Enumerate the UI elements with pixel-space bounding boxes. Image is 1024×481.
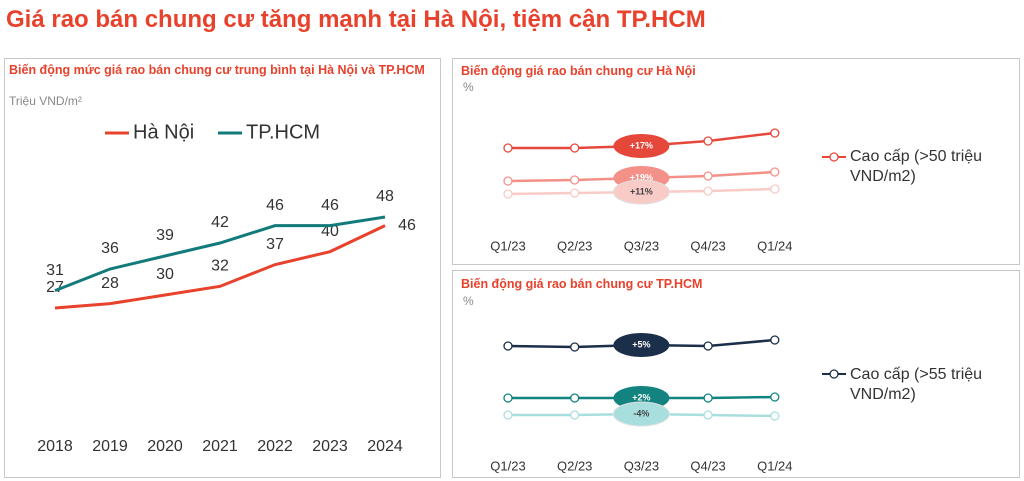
change-label: -4% (633, 408, 649, 418)
point (703, 393, 713, 403)
x-tick-label: 2023 (312, 438, 348, 455)
point (570, 143, 580, 153)
data-label: 32 (211, 258, 229, 275)
point (503, 143, 513, 153)
panel (452, 58, 1020, 265)
data-label: 31 (46, 262, 64, 279)
change-label: +5% (632, 339, 650, 349)
x-tick-label: Q3/23 (624, 238, 659, 253)
point (570, 175, 580, 185)
x-tick-label: 2018 (37, 438, 73, 455)
point (570, 393, 580, 403)
point (770, 335, 780, 345)
legend-label: Hà Nội (133, 121, 194, 143)
chart-title: Biến động mức giá rao bán chung cư trung… (9, 63, 425, 77)
x-tick-label: 2019 (92, 438, 128, 455)
change-label: +17% (630, 140, 653, 150)
x-tick-label: Q1/23 (490, 458, 525, 473)
legend-label: Cao cấp (>50 triệu VND/m2) (850, 148, 983, 185)
data-label: 46 (321, 197, 339, 214)
x-tick-label: Q4/23 (690, 458, 725, 473)
data-label: 42 (211, 214, 229, 231)
data-label: 39 (156, 227, 174, 244)
data-label: 36 (101, 240, 119, 257)
unit-label: % (463, 294, 474, 308)
change-label: +19% (630, 172, 653, 182)
change-badge (612, 401, 670, 427)
main-title: Giá rao bán chung cư tăng mạnh tại Hà Nộ… (6, 6, 706, 33)
data-label: 30 (156, 266, 174, 283)
x-tick-label: Q1/23 (490, 238, 525, 253)
point (770, 167, 780, 177)
legend-marker (829, 369, 839, 379)
point (703, 136, 713, 146)
point (703, 341, 713, 351)
x-tick-label: 2024 (367, 438, 403, 455)
point (503, 176, 513, 186)
panel (4, 58, 441, 478)
x-tick-label: Q1/24 (757, 238, 792, 253)
x-tick-label: 2020 (147, 438, 183, 455)
data-label: 37 (266, 236, 284, 253)
change-badge (612, 179, 670, 205)
legend-label: TP.HCM (246, 121, 320, 143)
point (503, 393, 513, 403)
x-tick-label: Q1/24 (757, 458, 792, 473)
point (570, 342, 580, 352)
data-label: 46 (266, 197, 284, 214)
x-tick-label: 2021 (202, 438, 238, 455)
point (770, 392, 780, 402)
change-badge (613, 333, 670, 357)
legend-marker (829, 152, 839, 162)
point (503, 189, 513, 199)
legend-label: Cao cấp (>55 triệu VND/m2) (850, 366, 983, 403)
panel (452, 270, 1020, 478)
change-label: +2% (632, 392, 650, 402)
point (703, 410, 713, 420)
data-label: 48 (376, 188, 394, 205)
series-line (54, 215, 386, 293)
point (770, 184, 780, 194)
x-tick-label: Q4/23 (690, 238, 725, 253)
data-label: 46 (398, 217, 416, 234)
unit-label: % (463, 80, 474, 94)
change-label: +11% (630, 186, 653, 196)
unit-label: Triệu VND/m² (9, 94, 82, 108)
point (570, 410, 580, 420)
point (703, 171, 713, 181)
x-tick-label: Q2/23 (557, 238, 592, 253)
x-tick-label: Q3/23 (624, 458, 659, 473)
point (503, 341, 513, 351)
series-line (54, 224, 386, 310)
data-label: 27 (46, 279, 64, 296)
point (503, 410, 513, 420)
point (570, 188, 580, 198)
x-tick-label: 2022 (257, 438, 293, 455)
point (703, 186, 713, 196)
point (770, 411, 780, 421)
chart-title: Biến động giá rao bán chung cư TP.HCM (461, 277, 703, 291)
chart-title: Biến động giá rao bán chung cư Hà Nội (461, 64, 696, 78)
point (770, 128, 780, 138)
x-tick-label: Q2/23 (557, 458, 592, 473)
data-label: 28 (101, 275, 119, 292)
change-badge (613, 134, 670, 158)
